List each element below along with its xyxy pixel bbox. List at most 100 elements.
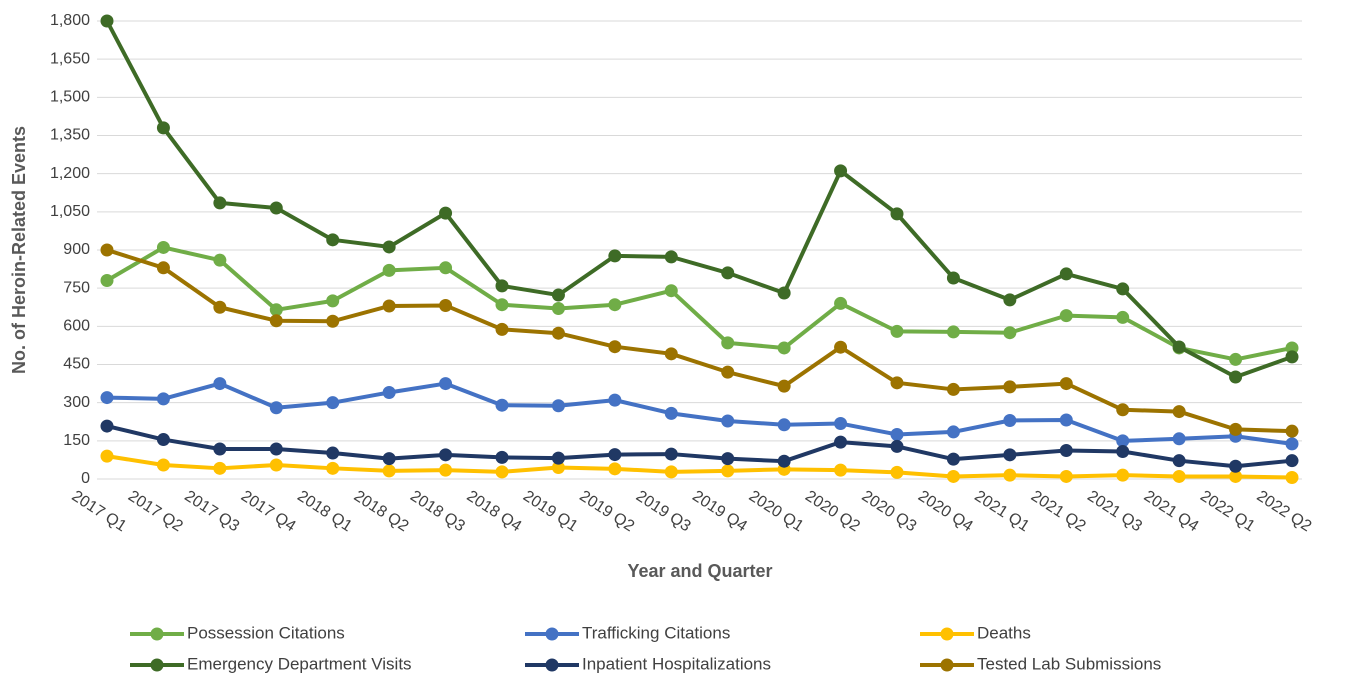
data-point: [890, 465, 904, 479]
data-point: [777, 379, 791, 393]
data-point: [1059, 469, 1073, 483]
data-point: [890, 324, 904, 338]
data-point: [100, 449, 114, 463]
data-point: [834, 296, 848, 310]
data-point: [439, 448, 453, 462]
x-tick-label: 2021 Q4: [1141, 488, 1202, 536]
series-line: [106, 248, 1293, 434]
data-point: [721, 336, 735, 350]
x-tick-label: 2021 Q2: [1028, 488, 1089, 536]
y-tick-label: 600: [63, 318, 90, 335]
data-point: [721, 365, 735, 379]
data-point: [269, 458, 283, 472]
data-point: [495, 322, 509, 336]
data-point: [1229, 352, 1243, 366]
data-point: [100, 14, 114, 28]
data-point: [551, 461, 565, 475]
data-point: [1285, 341, 1299, 355]
y-tick-label: 1,200: [50, 165, 90, 182]
legend-marker: [150, 627, 164, 641]
data-point: [551, 302, 565, 316]
legend-label: Emergency Department Visits: [187, 654, 412, 673]
data-point: [495, 465, 509, 479]
data-point: [1229, 459, 1243, 473]
series-line: [106, 381, 1293, 446]
data-point: [1172, 340, 1186, 354]
data-point: [382, 240, 396, 254]
legend-marker: [150, 658, 164, 672]
series-line: [105, 245, 1293, 362]
y-axis-title: No. of Heroin-Related Events: [9, 126, 29, 374]
data-point: [664, 284, 678, 298]
data-point: [156, 261, 170, 275]
data-point: [213, 253, 227, 267]
data-point: [213, 196, 227, 210]
legend-label: Inpatient Hospitalizations: [582, 654, 771, 673]
data-point: [890, 207, 904, 221]
data-point: [382, 299, 396, 313]
data-point: [439, 298, 453, 312]
data-point: [946, 325, 960, 339]
data-point: [326, 461, 340, 475]
data-point: [946, 271, 960, 285]
data-point: [382, 263, 396, 277]
legend-label: Possession Citations: [187, 623, 345, 642]
data-point: [495, 450, 509, 464]
data-point: [269, 314, 283, 328]
data-point: [156, 458, 170, 472]
data-point: [1172, 405, 1186, 419]
data-point: [213, 377, 227, 391]
data-point: [269, 401, 283, 415]
data-point: [777, 454, 791, 468]
data-point: [100, 274, 114, 288]
data-point: [608, 462, 622, 476]
data-point: [834, 164, 848, 178]
data-point: [382, 464, 396, 478]
x-tick-label: 2018 Q2: [351, 488, 412, 536]
data-point: [721, 452, 735, 466]
data-point: [834, 435, 848, 449]
x-tick-label: 2018 Q3: [407, 488, 468, 536]
data-point: [1116, 434, 1130, 448]
x-tick-label: 2019 Q2: [576, 488, 637, 536]
x-tick-label: 2017 Q4: [238, 488, 299, 536]
data-point: [608, 340, 622, 354]
data-point: [834, 463, 848, 477]
data-point: [156, 433, 170, 447]
x-tick-label: 2020 Q1: [746, 488, 807, 536]
data-point: [890, 439, 904, 453]
data-point: [495, 298, 509, 312]
data-point: [551, 399, 565, 413]
data-point: [495, 398, 509, 412]
data-point: [269, 201, 283, 215]
data-point: [777, 286, 791, 300]
data-point: [664, 465, 678, 479]
y-tick-label: 450: [63, 356, 90, 373]
legend-label: Trafficking Citations: [582, 623, 730, 642]
x-tick-label: 2018 Q1: [294, 488, 355, 536]
data-point: [1285, 470, 1299, 484]
data-point: [213, 461, 227, 475]
data-point: [664, 250, 678, 264]
data-point: [100, 391, 114, 405]
y-tick-label: 1,500: [50, 89, 90, 106]
x-tick-label: 2020 Q4: [915, 488, 976, 536]
data-point: [890, 376, 904, 390]
data-point: [608, 249, 622, 263]
data-point: [1003, 293, 1017, 307]
data-point: [1003, 448, 1017, 462]
x-axis-title: Year and Quarter: [627, 561, 772, 581]
data-point: [1116, 468, 1130, 482]
data-point: [1285, 350, 1299, 364]
legend-marker: [545, 627, 559, 641]
data-point: [156, 121, 170, 135]
data-point: [1116, 282, 1130, 296]
x-tick-label: 2018 Q4: [464, 488, 525, 536]
x-tick-label: 2019 Q3: [633, 488, 694, 536]
series-line: [106, 424, 1293, 469]
y-tick-label: 1,650: [50, 50, 90, 67]
data-point: [156, 240, 170, 254]
data-point: [834, 417, 848, 431]
data-point: [551, 326, 565, 340]
